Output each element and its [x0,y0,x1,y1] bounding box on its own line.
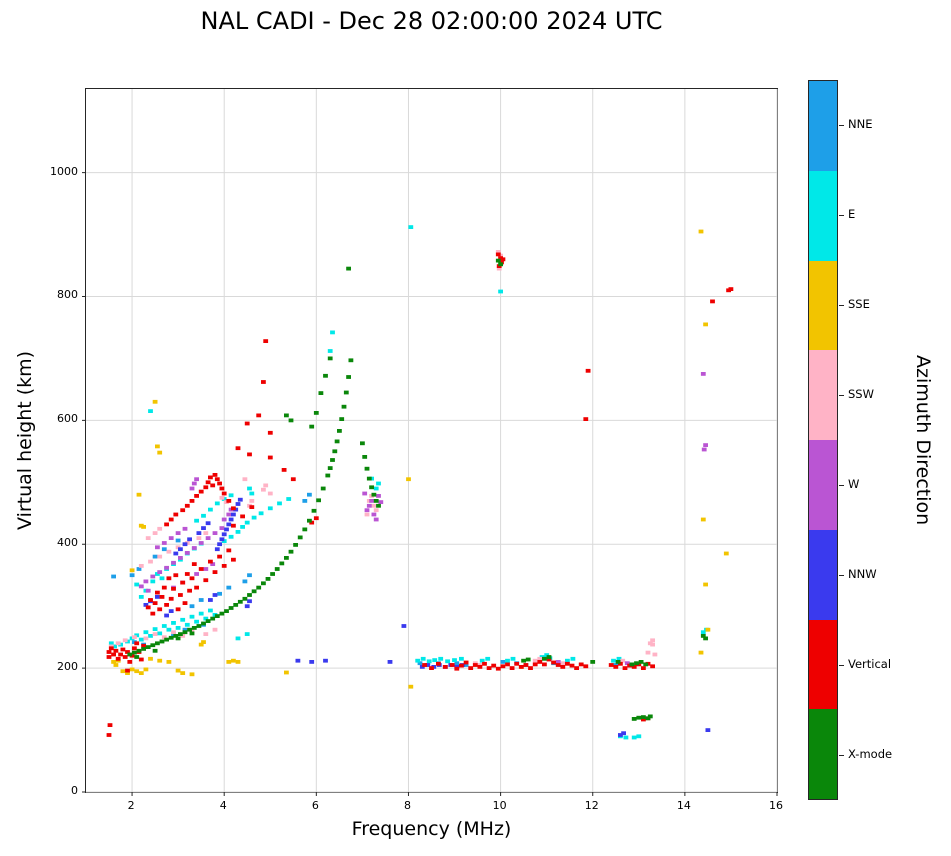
x-tick-label: 16 [769,799,783,812]
x-tick-label: 6 [311,799,319,812]
colorbar-segment-vertical [809,619,837,710]
x-axis-label: Frequency (MHz) [351,818,512,840]
colorbar-label-sse: SSE [848,297,870,311]
y-tick-label: 200 [57,660,78,674]
axis-ticks [82,172,778,796]
chart-title: NAL CADI - Dec 28 02:00:00 2024 UTC [200,7,663,35]
colorbar-tick [839,215,844,216]
colorbar-label-nnw: NNW [848,567,877,581]
plot-area [82,88,778,796]
y-tick-label: 400 [57,536,78,550]
colorbar-label-e: E [848,207,856,221]
colorbar-tick [839,125,844,126]
x-tick-label: 12 [584,799,599,812]
x-tick-label: 2 [127,799,135,812]
colorbar-tick [839,395,844,396]
colorbar-tick [839,665,844,666]
x-tick-label: 14 [676,799,691,812]
colorbar-label-x-mode: X-mode [848,747,893,761]
y-tick-label: 800 [57,288,78,302]
colorbar-segment-sse [809,260,837,351]
colorbar-tick [839,485,844,486]
colorbar-segment-w [809,440,837,530]
y-tick-label: 0 [71,784,78,797]
colorbar-segment-nnw [809,529,837,620]
series-w-points [138,372,708,666]
x-tick-label: 10 [492,799,507,812]
colorbar-segment-ssw [809,350,837,440]
colorbar-label-vertical: Vertical [848,657,892,671]
colorbar-label-ssw: SSW [848,387,874,401]
series-nnw-points [143,497,711,737]
series-x-mode-points [127,258,708,721]
y-tick-label: 1000 [50,164,78,178]
y-axis-label: Virtual height (km) [14,350,36,531]
y-tick-label: 600 [57,412,78,426]
colorbar-tick [839,755,844,756]
colorbar-segment-nne [809,81,837,171]
series-sse-points [111,229,729,689]
azimuth-colorbar [808,80,838,800]
colorbar-segment-x-mode [809,709,837,799]
colorbar-segment-e [809,170,837,261]
colorbar-tick [839,575,844,576]
series-vertical-points [106,252,734,737]
x-tick-label: 4 [219,799,227,812]
gridlines [86,89,778,793]
series-nne-points [111,492,619,667]
scatter-plot [82,89,778,796]
colorbar-label-nne: NNE [848,117,873,131]
x-tick-label: 8 [403,799,411,812]
colorbar-tick [839,305,844,306]
colorbar-title: Azimuth Direction [912,354,934,526]
colorbar-label-w: W [848,477,860,491]
